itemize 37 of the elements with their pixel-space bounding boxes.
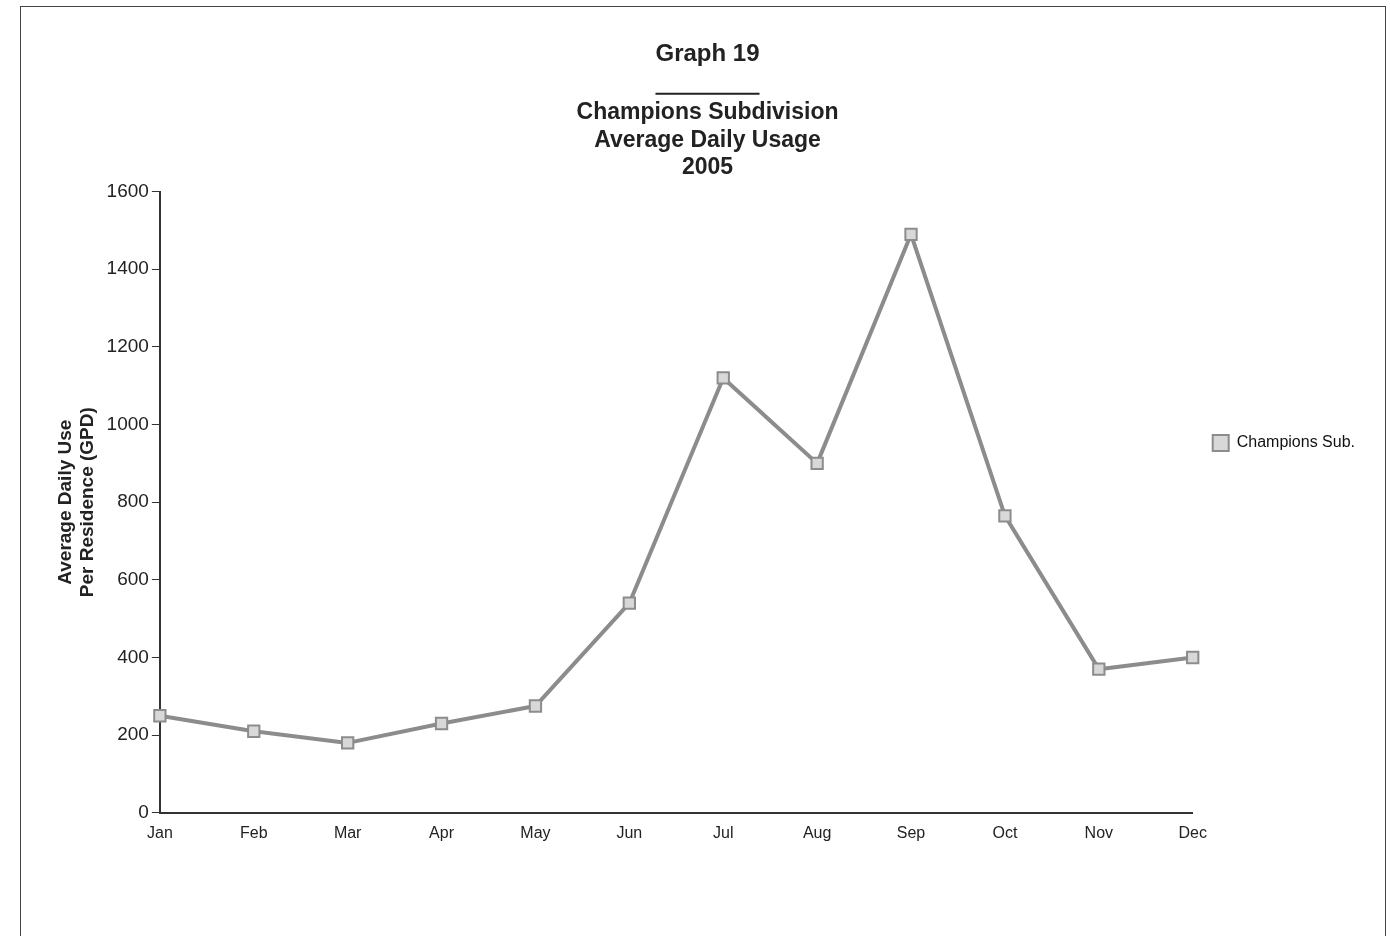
point bbox=[247, 724, 261, 738]
y-tick-label: 1000 bbox=[106, 412, 149, 434]
x-tick-label: Nov bbox=[1084, 823, 1114, 841]
point bbox=[1092, 662, 1106, 676]
point bbox=[622, 596, 636, 610]
x-tick-label: Jul bbox=[713, 823, 734, 841]
y-tick-label: 1600 bbox=[106, 179, 149, 201]
point bbox=[904, 227, 918, 241]
y-tick-label: 400 bbox=[117, 645, 149, 667]
point bbox=[341, 736, 355, 750]
point bbox=[153, 709, 167, 723]
x-tick-label: Apr bbox=[429, 823, 455, 841]
y-tick-label: 1400 bbox=[106, 257, 149, 279]
y-axis-title: Average Daily Use Per Residence (GPD) bbox=[53, 407, 98, 598]
point bbox=[434, 716, 449, 731]
y-tick-label: 0 bbox=[138, 801, 149, 823]
x-tick-label: Jan bbox=[146, 823, 173, 841]
y-tick-label: 600 bbox=[117, 568, 149, 590]
chart-subtitle: Champions Subdivision Average Daily Usage 2005 bbox=[576, 97, 839, 180]
legend-label: Champions Sub. bbox=[1236, 433, 1356, 451]
point bbox=[528, 699, 543, 713]
x-tick-label: Aug bbox=[802, 823, 832, 841]
point bbox=[716, 371, 730, 385]
x-tick-label: Oct bbox=[992, 823, 1018, 841]
x-tick-label: Sep bbox=[896, 823, 926, 841]
point bbox=[1186, 650, 1200, 665]
point bbox=[810, 456, 824, 471]
point bbox=[998, 509, 1012, 523]
y-tick-label: 800 bbox=[117, 490, 149, 512]
x-tick-label: Dec bbox=[1178, 823, 1207, 841]
x-tick-label: Mar bbox=[333, 823, 363, 841]
x-tick-label: Jun bbox=[616, 823, 643, 841]
chart-title: Graph 19 bbox=[655, 39, 760, 67]
y-tick-label: 1200 bbox=[106, 335, 149, 357]
x-tick-label: May bbox=[520, 823, 551, 841]
y-tick-label: 200 bbox=[117, 723, 149, 745]
x-tick-label: Feb bbox=[239, 823, 268, 841]
